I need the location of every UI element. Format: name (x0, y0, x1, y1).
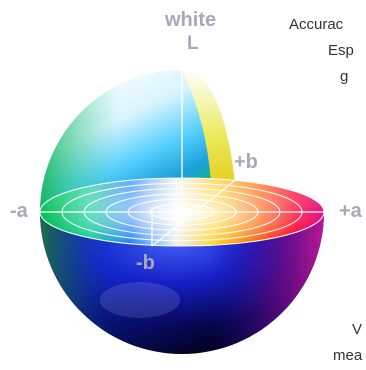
minus-a-label: -a (10, 200, 28, 222)
b-axis-line (151, 177, 239, 247)
minus-b-label: -b (136, 252, 155, 274)
lower-hemisphere (40, 212, 324, 354)
l-axis-label: L (187, 33, 199, 54)
side-text-line-3: g (340, 68, 349, 85)
upper-dome (40, 69, 239, 213)
axis-lines (40, 70, 324, 247)
side-text-line-5: mea (333, 347, 363, 364)
plus-a-label: +a (339, 200, 362, 222)
plus-b-label: +b (234, 151, 258, 173)
side-text-line-1: Accurac (289, 16, 344, 33)
side-text-line-4: V (352, 321, 363, 338)
white-label: white (165, 9, 217, 31)
side-text-line-2: Esp (328, 42, 354, 59)
